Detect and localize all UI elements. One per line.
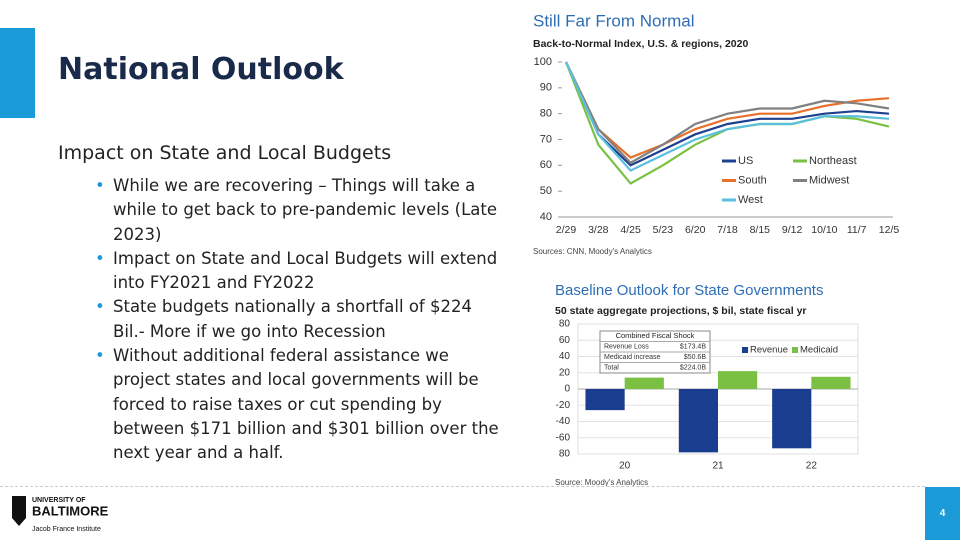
x-tick-label: 8/15: [750, 224, 771, 236]
y-tick-label: 60: [540, 159, 552, 171]
x-tick-label: 22: [806, 461, 818, 472]
accent-bar: [0, 28, 35, 118]
series-line: [565, 61, 890, 159]
y-tick-label: 40: [540, 211, 552, 223]
legend-label: US: [738, 155, 753, 167]
legend-label: South: [738, 174, 767, 186]
x-tick-label: 11/7: [847, 224, 867, 236]
inset-label: Revenue Loss: [604, 344, 649, 351]
x-tick-label: 9/12: [782, 224, 803, 236]
x-tick-label: 21: [712, 461, 724, 472]
bullet: Without additional federal assistance we…: [95, 344, 505, 465]
x-tick-label: 6/20: [685, 224, 706, 236]
bar: [718, 371, 758, 389]
x-tick-label: 10/10: [811, 224, 837, 236]
y-tick-label: -40: [556, 416, 571, 427]
bar: [811, 376, 851, 389]
x-tick-label: 3/28: [588, 224, 609, 236]
bar: [624, 377, 664, 389]
x-tick-label: 2/29: [556, 224, 577, 236]
y-tick-label: 80: [559, 319, 571, 330]
inset-title: Combined Fiscal Shock: [616, 331, 695, 340]
inset-label: Total: [604, 365, 619, 372]
logo-shield: [12, 496, 26, 526]
bullet-list: While we are recovering – Things will ta…: [95, 174, 505, 466]
y-tick-label: 70: [540, 133, 552, 145]
inset-value: $224.0B: [680, 365, 706, 372]
slide-title: National Outlook: [58, 52, 344, 87]
series-line: [565, 61, 890, 165]
legend-swatch: [742, 347, 748, 353]
bullet: Impact on State and Local Budgets will e…: [95, 247, 505, 296]
x-tick-label: 12/5: [879, 224, 900, 236]
logo-main: BALTIMORE: [32, 503, 109, 518]
x-tick-label: 7/18: [717, 224, 738, 236]
legend-label: Northeast: [809, 155, 857, 167]
logo: UNIVERSITY OF BALTIMORE Jacob France Ins…: [12, 496, 109, 533]
chart-subtitle: Back-to-Normal Index, U.S. & regions, 20…: [533, 38, 748, 50]
y-tick-label: 100: [534, 56, 552, 68]
logo-sub: Jacob France Institute: [32, 526, 101, 533]
bar: [772, 389, 812, 449]
y-tick-label: 20: [559, 367, 571, 378]
x-tick-label: 20: [619, 461, 631, 472]
inset-value: $173.4B: [680, 344, 706, 351]
logo-top: UNIVERSITY OF: [32, 497, 86, 504]
inset-label: Medicaid increase: [604, 354, 661, 361]
y-tick-label: 40: [559, 351, 571, 362]
bar: [678, 389, 718, 453]
inset-value: $50.6B: [684, 354, 707, 361]
series-line: [564, 61, 890, 172]
y-tick-label: 90: [540, 82, 552, 94]
y-tick-label: 0: [564, 384, 570, 395]
y-tick-label: -60: [556, 432, 571, 443]
chart-title: Still Far From Normal: [533, 11, 695, 30]
charts: Still Far From Normal Back-to-Normal Inde…: [533, 11, 900, 486]
legend-label: Revenue: [750, 345, 788, 356]
legend-label: West: [738, 194, 763, 206]
legend-label: Midwest: [809, 174, 849, 186]
series-line: [564, 61, 890, 167]
legend-label: Medicaid: [800, 345, 838, 356]
y-tick-label: 80: [540, 108, 552, 120]
bar: [585, 389, 625, 411]
slide-subtitle: Impact on State and Local Budgets: [58, 142, 392, 164]
legend-swatch: [792, 347, 798, 353]
chart-source: Source: Moody's Analytics: [555, 478, 648, 486]
page-number: 4: [925, 487, 960, 540]
x-tick-label: 4/25: [620, 224, 641, 236]
footer-rule: [0, 486, 925, 487]
y-tick-label: 50: [540, 185, 552, 197]
chart-subtitle: 50 state aggregate projections, $ bil, s…: [555, 305, 807, 317]
chart-source: Sources: CNN, Moody's Analytics: [533, 247, 652, 256]
chart-title: Baseline Outlook for State Governments: [555, 282, 823, 299]
y-tick-label: -20: [556, 400, 571, 411]
bullet: State budgets nationally a shortfall of …: [95, 295, 505, 344]
y-tick-label: 80: [559, 449, 571, 460]
x-tick-label: 5/23: [653, 224, 674, 236]
bullet: While we are recovering – Things will ta…: [95, 174, 505, 247]
y-tick-label: 60: [559, 335, 571, 346]
